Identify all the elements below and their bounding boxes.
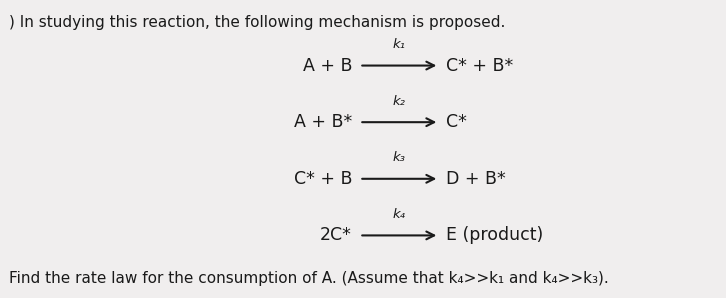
Text: E (product): E (product) <box>446 226 544 244</box>
Text: 2C*: 2C* <box>320 226 352 244</box>
Text: k₂: k₂ <box>393 95 406 108</box>
Text: A + B: A + B <box>303 57 352 74</box>
Text: k₄: k₄ <box>393 208 406 221</box>
Text: D + B*: D + B* <box>446 170 506 188</box>
Text: C* + B: C* + B <box>293 170 352 188</box>
Text: k₃: k₃ <box>393 151 406 164</box>
Text: k₁: k₁ <box>393 38 406 51</box>
Text: C* + B*: C* + B* <box>446 57 514 74</box>
Text: A + B*: A + B* <box>294 113 352 131</box>
Text: ) In studying this reaction, the following mechanism is proposed.: ) In studying this reaction, the followi… <box>9 15 505 30</box>
Text: C*: C* <box>446 113 468 131</box>
Text: Find the rate law for the consumption of A. (Assume that k₄>>k₁ and k₄>>k₃).: Find the rate law for the consumption of… <box>9 271 608 286</box>
